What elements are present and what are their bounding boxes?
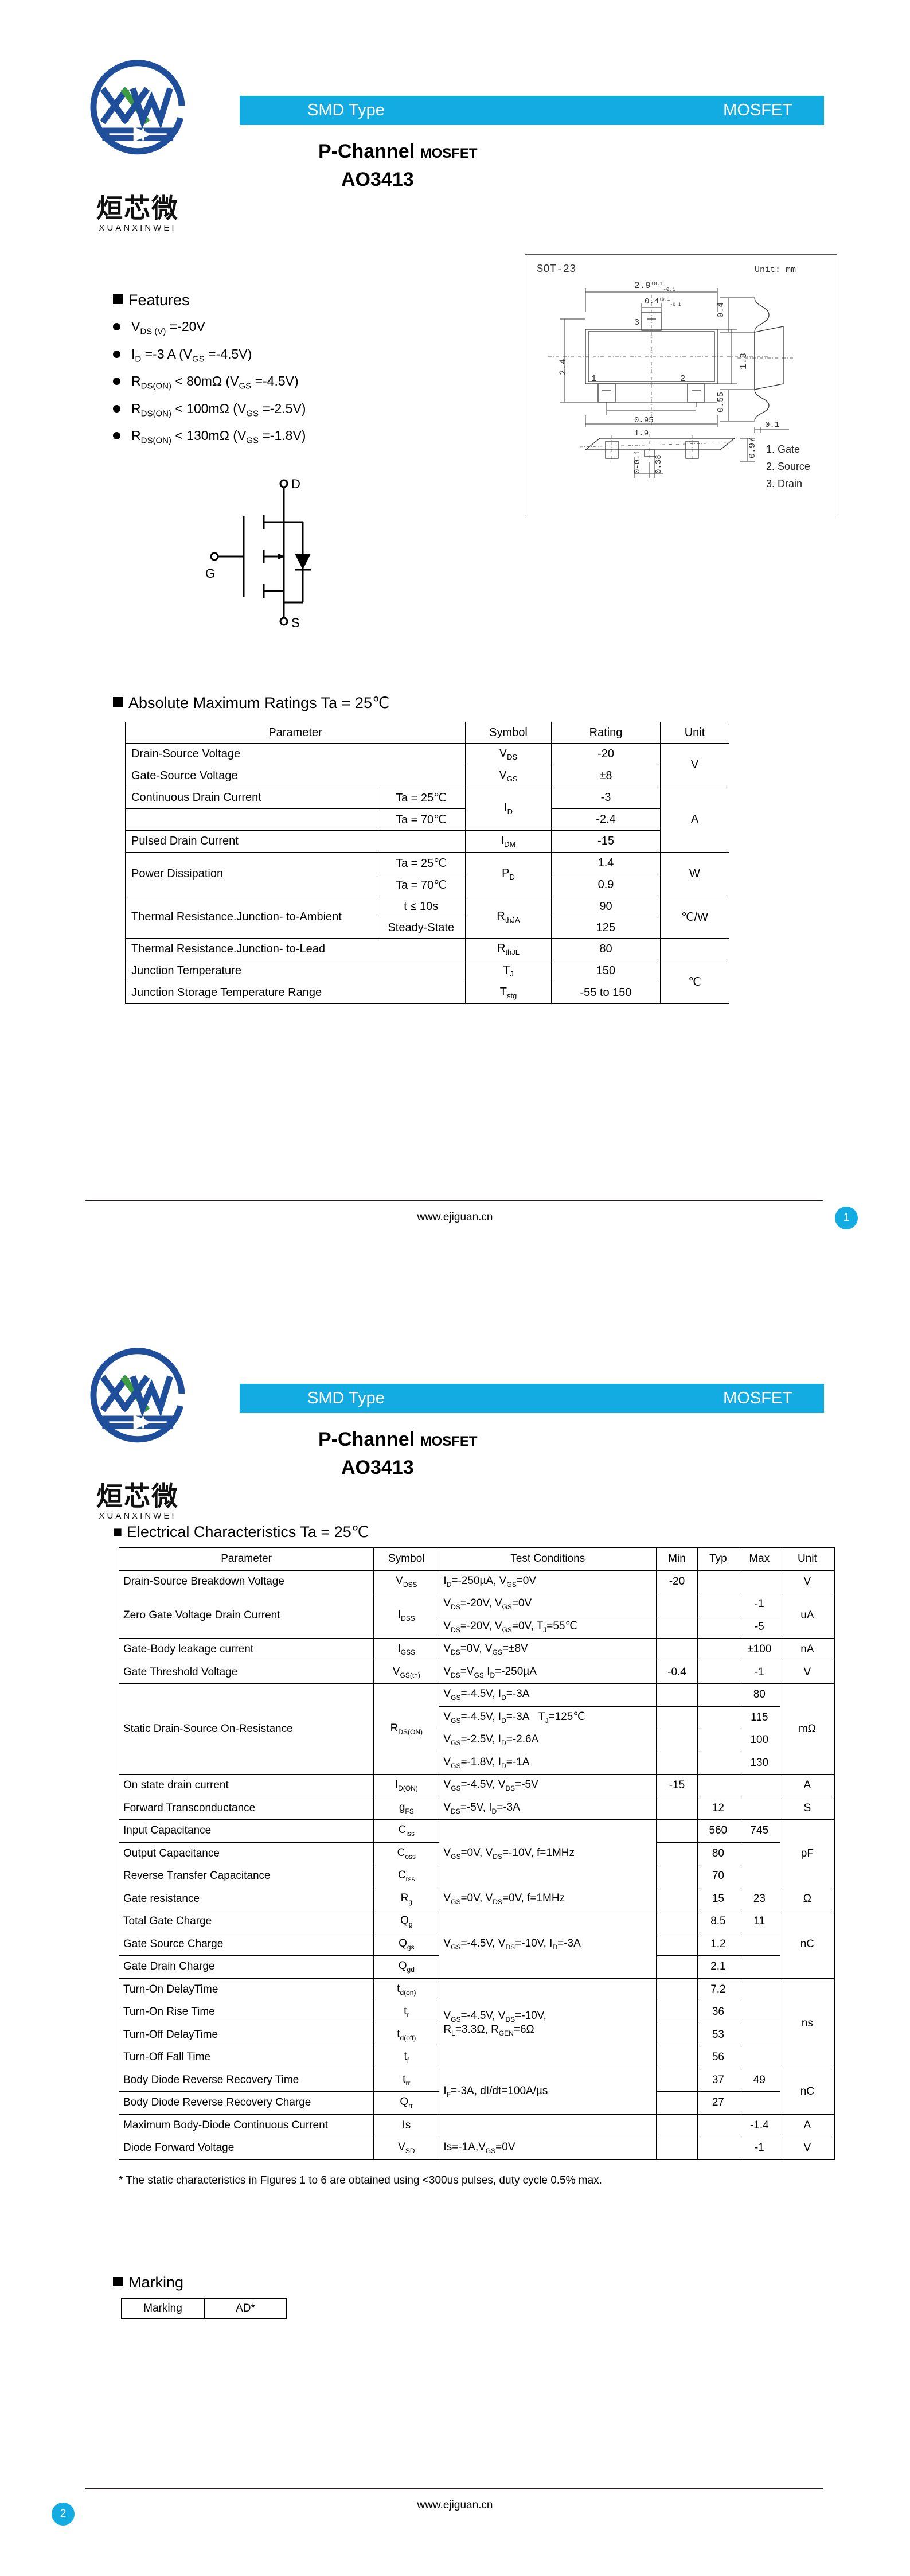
svg-text:0.38: 0.38 (654, 454, 663, 474)
svg-text:2. Source: 2. Source (766, 461, 810, 472)
svg-text:1. Gate: 1. Gate (766, 443, 800, 455)
svg-text:G: G (205, 566, 215, 581)
svg-text:D: D (291, 477, 300, 491)
svg-text:1.3: 1.3 (739, 353, 749, 369)
svg-text:0.4: 0.4 (716, 302, 726, 318)
svg-text:2.9+0.1-0.1: 2.9+0.1-0.1 (634, 281, 675, 293)
svg-text:3. Drain: 3. Drain (766, 478, 802, 489)
svg-text:0.97: 0.97 (748, 438, 757, 458)
svg-text:0.55: 0.55 (716, 392, 726, 413)
svg-text:Unit: mm: Unit: mm (755, 265, 796, 275)
svg-text:1: 1 (591, 374, 596, 384)
svg-text:S: S (291, 616, 300, 630)
svg-text:3: 3 (634, 318, 639, 328)
svg-text:2.4: 2.4 (558, 359, 568, 375)
svg-text:1.9: 1.9 (634, 429, 649, 438)
svg-text:0.4+0.1-0.1: 0.4+0.1-0.1 (645, 297, 681, 308)
svg-text:SOT-23: SOT-23 (537, 263, 576, 275)
svg-text:0.1: 0.1 (765, 421, 779, 430)
svg-text:2: 2 (680, 374, 685, 384)
svg-text:0-0.1: 0-0.1 (633, 450, 642, 474)
